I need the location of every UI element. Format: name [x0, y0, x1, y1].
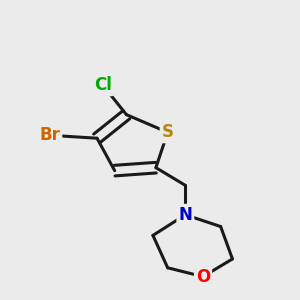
- Text: O: O: [196, 268, 210, 286]
- Text: S: S: [162, 123, 174, 141]
- Text: Cl: Cl: [94, 76, 112, 94]
- Text: N: N: [178, 206, 192, 224]
- Text: Br: Br: [40, 126, 60, 144]
